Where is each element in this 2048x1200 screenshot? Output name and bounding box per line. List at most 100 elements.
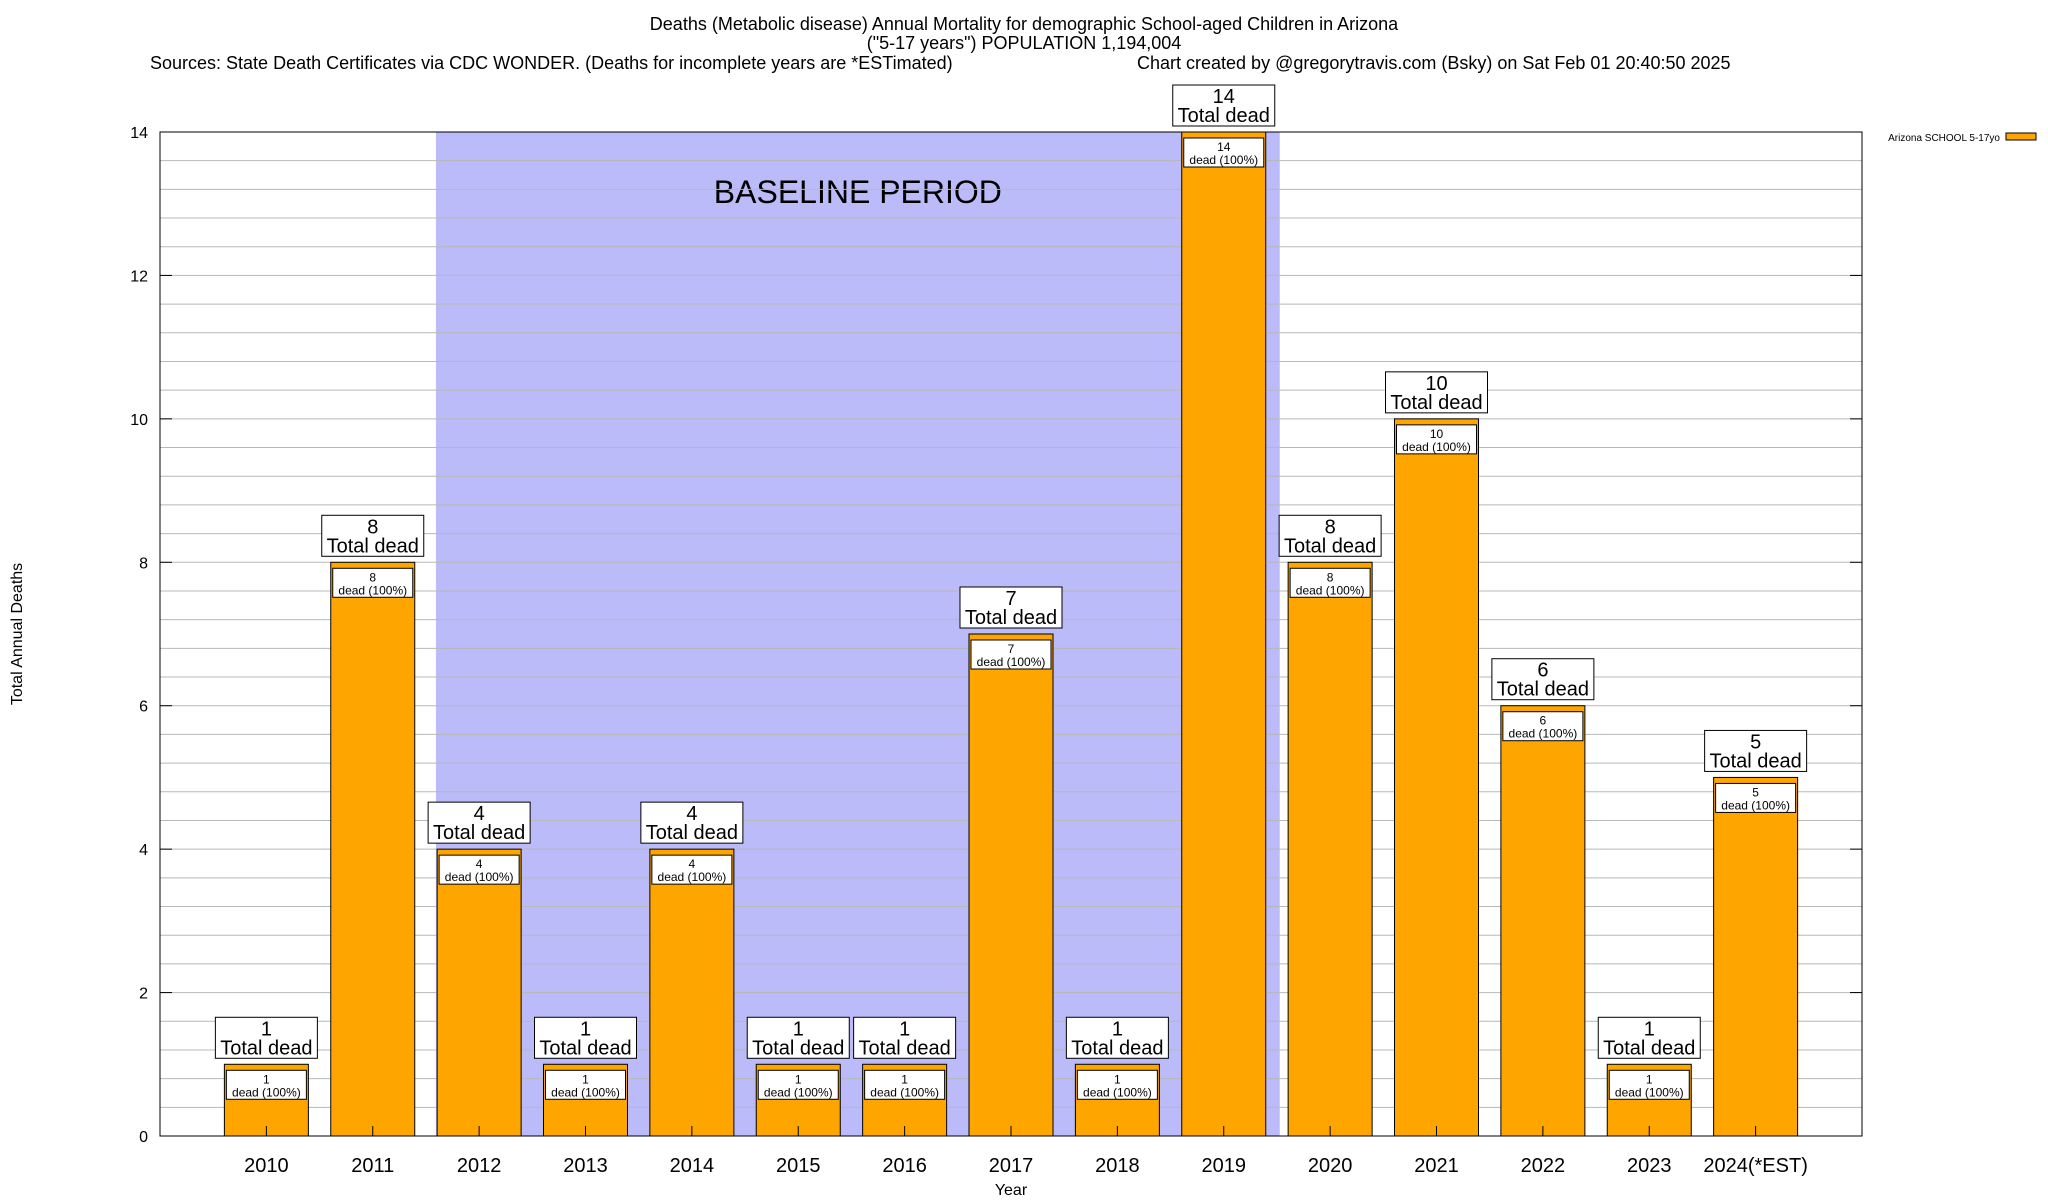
total-label-text: Total dead <box>858 1037 950 1059</box>
total-label-count: 5 <box>1750 731 1761 753</box>
total-label-text: Total dead <box>539 1037 631 1059</box>
baseline-band <box>435 132 1280 1136</box>
x-tick-label: 2015 <box>776 1155 821 1177</box>
y-tick-label: 10 <box>130 412 148 429</box>
x-tick-label: 2022 <box>1521 1155 1566 1177</box>
bar-inner-label-box <box>438 854 520 885</box>
bar <box>968 633 1054 1137</box>
x-tick-label: 2019 <box>1202 1155 1247 1177</box>
total-label-count: 7 <box>1005 588 1016 610</box>
bar-inner-label: dead (100%) <box>870 1085 939 1099</box>
total-label-box <box>1278 514 1382 557</box>
bar-inner-label: dead (100%) <box>551 1085 620 1099</box>
bar-inner-label-box <box>651 854 733 885</box>
bar-inner-label-box <box>970 639 1052 670</box>
bar <box>1713 776 1799 1137</box>
x-tick-label: 2012 <box>457 1155 502 1177</box>
total-label-text: Total dead <box>1178 105 1270 127</box>
bar-inner-count: 4 <box>476 857 483 871</box>
x-tick-label: 2016 <box>882 1155 927 1177</box>
bar-inner-label: dead (100%) <box>1083 1085 1152 1099</box>
x-tick-label: 2014 <box>670 1155 715 1177</box>
bar-inner-label-box <box>332 567 414 598</box>
bar-inner-count: 1 <box>263 1072 270 1086</box>
bar-inner-label-box <box>864 1069 946 1100</box>
total-label-box <box>1491 658 1595 701</box>
bar-inner-label-box <box>1396 424 1477 455</box>
total-label-box <box>321 514 425 557</box>
chart-title: Deaths (Metabolic disease) Annual Mortal… <box>649 14 1399 34</box>
total-label-box <box>214 1016 318 1059</box>
bar-inner-label: dead (100%) <box>1509 727 1578 741</box>
total-label-count: 14 <box>1213 86 1235 108</box>
bar-inner-label-box <box>757 1069 839 1100</box>
bar-inner-label: dead (100%) <box>977 655 1046 669</box>
y-axis-label: Total Annual Deaths <box>9 563 26 705</box>
total-label-text: Total dead <box>220 1037 312 1059</box>
total-label-box <box>853 1016 957 1059</box>
bar-inner-label: dead (100%) <box>1615 1085 1684 1099</box>
bar-inner-count: 14 <box>1217 140 1231 154</box>
y-tick-label: 4 <box>139 842 148 859</box>
total-label-box <box>959 586 1063 629</box>
bar-inner-count: 7 <box>1008 642 1015 656</box>
total-label-count: 8 <box>367 516 378 538</box>
bar-inner-count: 1 <box>1114 1072 1121 1086</box>
x-tick-label: 2011 <box>351 1155 394 1177</box>
bar-inner-label-box <box>1715 782 1797 813</box>
total-label-text: Total dead <box>327 535 419 557</box>
total-label-box <box>640 801 744 844</box>
bar-inner-count: 6 <box>1540 714 1547 728</box>
y-tick-label: 2 <box>139 986 148 1003</box>
bar-inner-count: 1 <box>1646 1072 1653 1086</box>
bar-inner-label: dead (100%) <box>1296 583 1365 597</box>
total-label-box <box>1597 1016 1701 1059</box>
total-label-box <box>534 1016 637 1059</box>
y-tick-label: 0 <box>139 1129 148 1146</box>
y-tick-label: 14 <box>130 125 148 142</box>
bar-inner-label-box <box>1502 711 1584 742</box>
bar <box>1181 131 1267 1137</box>
y-tick-label: 6 <box>139 699 148 716</box>
bar <box>1500 705 1586 1137</box>
bar-inner-label-box <box>1608 1069 1690 1100</box>
bar-inner-count: 1 <box>901 1072 908 1086</box>
legend-label: Arizona SCHOOL 5-17yo <box>1888 133 2000 144</box>
x-axis-label: Year <box>995 1182 1028 1199</box>
bar-inner-count: 1 <box>582 1072 589 1086</box>
baseline-label: BASELINE PERIOD <box>714 174 1002 210</box>
total-label-count: 1 <box>261 1018 272 1040</box>
bar <box>436 848 522 1137</box>
y-tick-label: 8 <box>139 555 148 572</box>
total-label-box <box>1172 84 1276 127</box>
total-label-count: 1 <box>580 1018 591 1040</box>
x-tick-label: 2010 <box>244 1155 289 1177</box>
bar-inner-label-box <box>1183 137 1265 168</box>
bar-inner-label: dead (100%) <box>338 583 407 597</box>
bar-inner-label-box <box>1076 1069 1158 1100</box>
bar-inner-count: 8 <box>369 570 376 584</box>
bar <box>1394 418 1479 1137</box>
x-tick-label: 2018 <box>1095 1155 1140 1177</box>
bar-inner-count: 8 <box>1327 570 1334 584</box>
plot-border <box>159 131 1863 1137</box>
total-label-text: Total dead <box>433 822 525 844</box>
bar-inner-label: dead (100%) <box>232 1085 301 1099</box>
bar-inner-label: dead (100%) <box>1721 798 1790 812</box>
total-label-text: Total dead <box>1709 750 1801 772</box>
bar <box>330 561 416 1137</box>
total-label-count: 1 <box>1112 1018 1123 1040</box>
chart-sources: Sources: State Death Certificates via CD… <box>150 53 953 73</box>
